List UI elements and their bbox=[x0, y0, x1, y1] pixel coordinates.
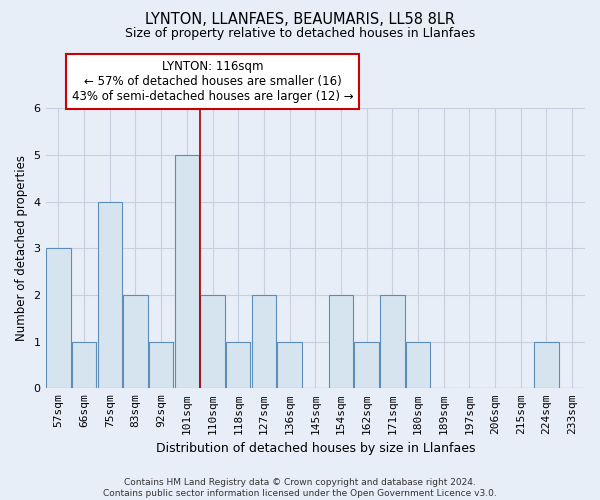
Bar bbox=[251, 295, 276, 388]
Y-axis label: Number of detached properties: Number of detached properties bbox=[15, 156, 28, 342]
Bar bbox=[98, 202, 122, 388]
Text: Size of property relative to detached houses in Llanfaes: Size of property relative to detached ho… bbox=[125, 28, 475, 40]
Text: Contains HM Land Registry data © Crown copyright and database right 2024.
Contai: Contains HM Land Registry data © Crown c… bbox=[103, 478, 497, 498]
Bar bbox=[355, 342, 379, 388]
X-axis label: Distribution of detached houses by size in Llanfaes: Distribution of detached houses by size … bbox=[155, 442, 475, 455]
Bar bbox=[277, 342, 302, 388]
Bar bbox=[380, 295, 404, 388]
Bar bbox=[46, 248, 71, 388]
Bar bbox=[534, 342, 559, 388]
Text: LYNTON, LLANFAES, BEAUMARIS, LL58 8LR: LYNTON, LLANFAES, BEAUMARIS, LL58 8LR bbox=[145, 12, 455, 28]
Text: LYNTON: 116sqm
← 57% of detached houses are smaller (16)
43% of semi-detached ho: LYNTON: 116sqm ← 57% of detached houses … bbox=[72, 60, 353, 102]
Bar bbox=[329, 295, 353, 388]
Bar bbox=[226, 342, 250, 388]
Bar bbox=[123, 295, 148, 388]
Bar bbox=[406, 342, 430, 388]
Bar bbox=[149, 342, 173, 388]
Bar bbox=[175, 155, 199, 388]
Bar bbox=[72, 342, 96, 388]
Bar bbox=[200, 295, 225, 388]
